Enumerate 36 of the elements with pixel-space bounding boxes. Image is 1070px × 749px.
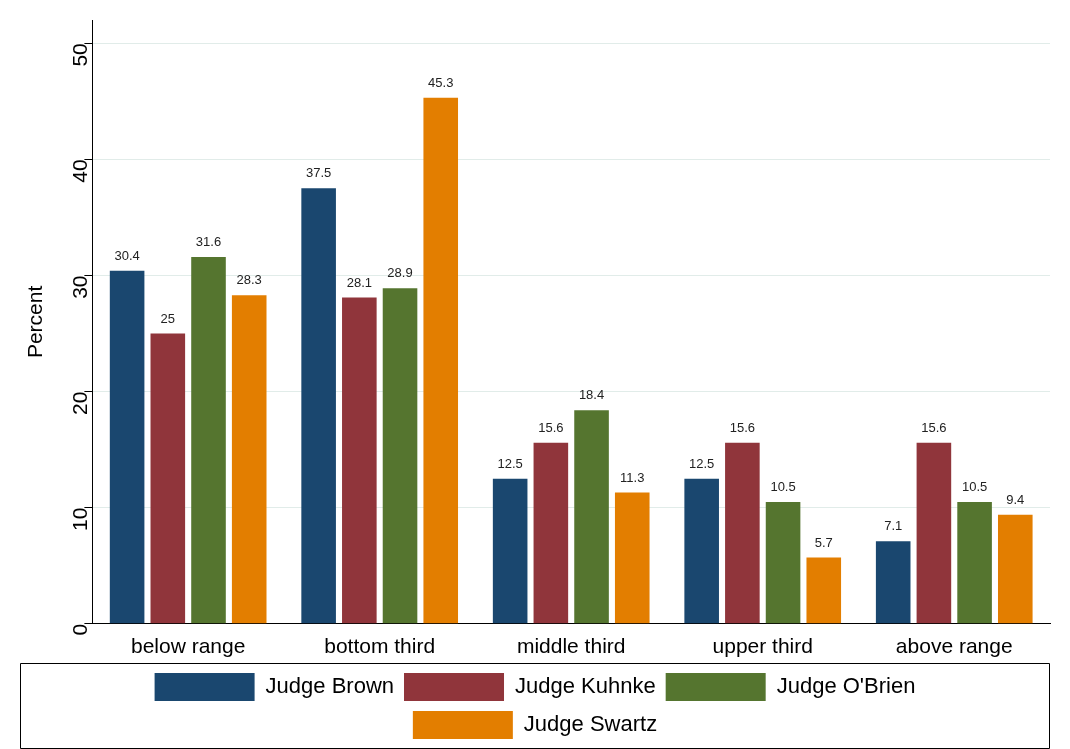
- data-label: 28.1: [346, 274, 372, 290]
- data-label: 9.4: [1006, 491, 1025, 507]
- data-label: 28.3: [236, 272, 262, 288]
- x-tick-label: above range: [895, 634, 1013, 658]
- data-label: 12.5: [497, 455, 523, 471]
- y-axis-title: Percent: [23, 285, 47, 359]
- data-label: 12.5: [689, 455, 715, 471]
- data-label: 15.6: [729, 419, 756, 435]
- data-label: 45.3: [428, 74, 454, 90]
- data-label: 31.6: [195, 233, 222, 249]
- y-tick-label: 30: [68, 275, 92, 299]
- data-label: 5.7: [814, 534, 833, 550]
- data-label: 15.6: [538, 419, 564, 435]
- data-label: 37.5: [305, 165, 332, 181]
- x-tick-label: bottom third: [324, 634, 436, 658]
- data-label: 18.4: [578, 387, 605, 403]
- y-tick-label: 40: [68, 159, 92, 183]
- legend-label: Judge Kuhnke: [515, 673, 656, 699]
- data-label: 15.6: [921, 419, 947, 435]
- data-label: 7.1: [884, 518, 903, 534]
- data-label: 30.4: [114, 247, 140, 263]
- legend-label: Judge O'Brien: [776, 673, 916, 699]
- legend-label: Judge Swartz: [523, 711, 658, 737]
- data-label: 28.9: [387, 265, 413, 281]
- x-tick-label: middle third: [516, 634, 626, 658]
- x-tick-label: upper third: [712, 634, 813, 658]
- y-tick-label: 10: [68, 507, 92, 532]
- x-tick-label: below range: [130, 634, 246, 658]
- y-tick-label: 0: [68, 623, 92, 636]
- data-label: 11.3: [620, 469, 645, 485]
- y-tick-label: 50: [68, 43, 92, 67]
- data-label: 10.5: [961, 478, 988, 494]
- y-tick-label: 20: [68, 391, 92, 415]
- legend-label: Judge Brown: [265, 673, 395, 699]
- data-label: 25: [160, 310, 176, 326]
- data-label: 10.5: [770, 478, 796, 494]
